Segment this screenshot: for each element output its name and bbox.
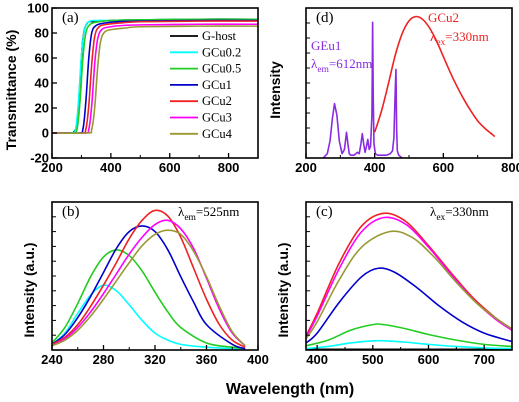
series-line-gcu1 (52, 225, 246, 350)
x-tick-label: 600 (432, 160, 454, 175)
panel-a-legend: G-host GCu0.2 GCu0.5 GCu1 GCu2 GCu3 GCu4 (170, 29, 241, 141)
x-tick-label: 500 (362, 352, 384, 367)
x-tick-label: 320 (144, 352, 166, 367)
series-line-gcu2 (306, 212, 512, 337)
panel-b-ylabel: Intensity (a.u.) (21, 243, 37, 338)
series-line-gcu0-5 (306, 323, 512, 348)
series-line-gcu0-5 (52, 249, 246, 350)
y-tick-label: 100 (27, 1, 49, 16)
x-tick-label: 200 (41, 160, 63, 175)
x-tick-label: 400 (247, 352, 269, 367)
series-line-gcu3 (52, 219, 246, 347)
panel-a: 200 400 600 800 -20 0 20 40 60 80 100 (a) Transmit… (3, 1, 259, 175)
series-annotation-geu1: λem=612nm (311, 56, 372, 75)
legend-entry: GCu2 (202, 94, 232, 108)
panel-d-label: (d) (316, 10, 334, 26)
panel-d-plot-area: 200 400 600 800 (295, 7, 519, 175)
legend-entry: GCu3 (202, 111, 232, 125)
x-tick-label: 800 (501, 160, 519, 175)
series-line-gcu2 (373, 15, 496, 138)
legend-entry: GCu0.5 (202, 62, 241, 76)
series-line-gcu3 (52, 23, 258, 135)
x-tick-label: 800 (218, 160, 240, 175)
x-tick-label: 200 (295, 160, 317, 175)
panel-c: 400 500 600 700 (c) Intensity (a.u.) λex=33… (275, 201, 513, 367)
legend-entry: G-host (202, 29, 237, 43)
panel-b: 240 280 320 360 400 (b) Intensity (a.u.) λem… (21, 201, 269, 367)
x-tick-label: 600 (159, 160, 181, 175)
panel-a-plot-area: 200 400 600 800 -20 0 20 40 60 80 100 (27, 1, 259, 175)
series-line-gcu1 (306, 267, 512, 344)
series-line-geu1 (322, 21, 403, 158)
x-tick-label: 700 (473, 352, 495, 367)
y-tick-label: 40 (35, 76, 49, 91)
x-tick-label: 400 (306, 352, 328, 367)
panel-c-label: (c) (316, 204, 333, 220)
panel-d-ylabel: Intensity (267, 61, 283, 119)
x-tick-label: 240 (41, 352, 63, 367)
legend-entry: GCu4 (202, 127, 233, 141)
y-tick-label: 0 (42, 126, 49, 141)
series-annotation-gcu2: λex=330nm (430, 29, 489, 48)
panel-c-plot-area: 400 500 600 700 (305, 201, 513, 367)
series-line-gcu0-2 (306, 339, 512, 350)
legend-entry: GCu0.2 (202, 45, 241, 59)
legend-entry: GCu1 (202, 78, 232, 92)
panel-c-ylabel: Intensity (a.u.) (275, 243, 291, 338)
panel-b-annotation: λem=525nm (178, 204, 239, 223)
series-label-geu1: GEu1 (311, 38, 341, 53)
shared-xlabel: Wavelength (nm) (226, 381, 354, 398)
panel-c-excitation-annotation: λex=330nm (430, 204, 489, 223)
series-line-gcu0-5 (52, 18, 258, 135)
y-tick-label: 60 (35, 51, 49, 66)
series-line-gcu2 (52, 20, 258, 135)
y-tick-label: -20 (30, 151, 49, 166)
series-line-gcu0-2 (52, 284, 246, 350)
x-tick-label: 360 (196, 352, 218, 367)
x-tick-label: 600 (418, 352, 440, 367)
panel-d-annotations: GEu1 λem=612nm GCu2 λex=330nm (311, 10, 489, 75)
panel-b-label: (b) (62, 204, 80, 220)
series-line-gcu4 (52, 229, 246, 347)
series-line-gcu4 (52, 25, 258, 135)
x-tick-label: 280 (93, 352, 115, 367)
x-tick-label: 400 (364, 160, 386, 175)
y-tick-label: 80 (35, 26, 49, 41)
panel-b-plot-area: 240 280 320 360 400 (41, 201, 269, 367)
panel-d: 200 400 600 800 (d) Intensity GEu1 λem=612nm… (267, 7, 519, 175)
series-line-gcu2 (52, 209, 246, 348)
y-tick-label: 20 (35, 101, 49, 116)
panel-a-label: (a) (62, 10, 79, 26)
x-tick-label: 400 (100, 160, 122, 175)
series-label-gcu2: GCu2 (428, 10, 459, 25)
panel-a-ylabel: Transmittance (%) (3, 30, 19, 151)
panel-c-annotation: λex=330nm (430, 204, 489, 223)
series-line-gcu4 (306, 230, 512, 340)
panel-b-excitation-annotation: λem=525nm (178, 204, 239, 223)
